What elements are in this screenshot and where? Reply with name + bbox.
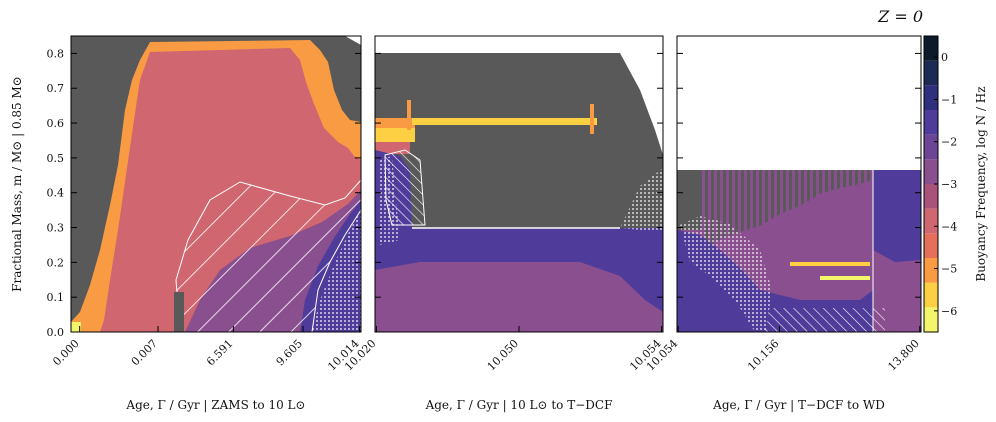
colorbar-swatch [924,208,938,234]
y-tick-label: 0.7 [47,82,65,95]
panel-1-yellow-strip [71,322,81,332]
colorbar-tick-label: −4 [941,220,957,233]
figure-title: Z = 0 [877,7,923,26]
colorbar-swatch [924,184,938,209]
panel-2 [375,36,663,332]
panel-3-yellow-streaks-b [820,276,870,280]
y-tick-label: 0.2 [47,256,65,269]
panel-2-orange-speck-a [407,100,411,130]
panel-2-dots-left [378,156,400,245]
panel-3 [677,36,921,332]
y-tick-label: 0.4 [47,187,65,200]
x-axis-titles: Age, Γ / Gyr | ZAMS to 10 L⊙ Age, Γ / Gyr… [125,398,884,412]
x-axis-label-panel-1: Age, Γ / Gyr | ZAMS to 10 L⊙ [125,398,305,412]
panel-3-hatch-region [765,308,885,332]
panel-3-stepped-region [702,170,873,250]
panel-2-purple-region [375,262,663,332]
x-tick-label: 0.007 [129,337,160,368]
panel-2-orange-band [375,118,415,128]
colorbar-swatch [924,60,938,86]
y-axis-ticks: 0.0 0.1 0.2 0.3 0.4 0.5 0.6 0.7 0.8 [47,47,921,339]
x-tick-label: 10.156 [745,337,781,373]
x-tick-label: 13.800 [885,337,921,373]
panel-3-right-indigo [873,170,921,262]
y-tick-label: 0.1 [47,291,65,304]
colorbar-swatch [924,36,938,61]
y-tick-label: 0.3 [47,222,65,235]
panel-2-yellow-streak [412,118,597,125]
x-axis-label-panel-2: Age, Γ / Gyr | 10 L⊙ to T−DCF [425,398,613,412]
y-tick-label: 0.5 [47,152,65,165]
panel-1-hatch-region [175,179,361,332]
colorbar-swatch [924,307,938,332]
colorbar-tick-label: −2 [941,136,957,149]
y-tick-label: 0.8 [47,47,65,60]
colorbar-tick-label: −5 [941,263,957,276]
colorbar-swatch [924,85,938,110]
panel-1-grey-spike [174,292,184,332]
colorbar-swatch [924,134,938,160]
panel-3-yellow-streaks [790,262,870,266]
colorbar-swatch [924,159,938,184]
panel-1-frame [70,35,362,333]
x-axis-label-panel-3: Age, Γ / Gyr | T−DCF to WD [712,398,885,412]
colorbar-swatch [924,258,938,283]
colorbar-swatch [924,282,938,308]
y-tick-label: 0.6 [47,117,65,130]
colorbar-tick-label: −6 [941,305,957,318]
x-tick-label: 6.591 [204,337,235,368]
colorbar-swatch [924,110,938,135]
panel-2-yellow-band [375,128,415,142]
colorbar-tick-label: −1 [941,93,957,106]
y-axis-label: Fractional Mass, m / M⊙ | 0.85 M⊙ [10,76,24,292]
panel-2-dots-right [620,168,663,232]
panel-3-frame [676,35,922,333]
y-tick-label: 0.0 [47,326,65,339]
panel-2-orange-speck-b [590,104,594,134]
panel-1-dots-region [312,208,361,332]
panel-3-dots-region [680,216,772,332]
colorbar: 0 −1 −2 −3 −4 −5 −6 [923,35,957,333]
panel-1 [71,36,361,332]
x-tick-label: 0.000 [50,337,81,368]
x-tick-label: 9.605 [274,337,305,368]
x-tick-label: 10.050 [485,337,521,373]
colorbar-tick-label: −3 [941,178,957,191]
colorbar-swatch [924,233,938,258]
colorbar-tick-label: 0 [941,51,948,64]
colorbar-label: Buoyancy Frequency, log N / Hz [974,86,988,281]
